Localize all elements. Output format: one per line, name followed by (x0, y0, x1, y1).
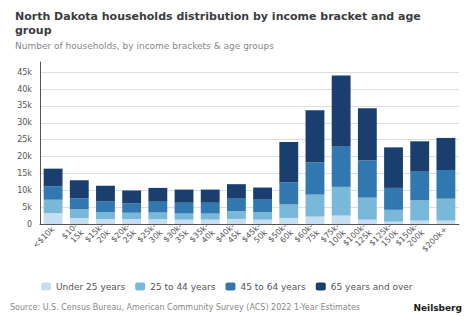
svg-text:30k: 30k (17, 118, 32, 127)
svg-text:45k: 45k (225, 228, 243, 245)
svg-text:$200k+: $200k+ (420, 225, 449, 254)
svg-text:$50k-: $50k- (266, 221, 289, 245)
svg-text:60k: 60k (278, 228, 296, 245)
svg-text:65 years and over: 65 years and over (331, 282, 413, 292)
svg-text:Number of households, by incom: Number of households, by income brackets… (15, 41, 274, 51)
svg-text:25k: 25k (17, 135, 32, 144)
svg-text:35k: 35k (173, 228, 191, 245)
svg-text:$45k-: $45k- (240, 221, 263, 245)
svg-text:20k: 20k (17, 152, 32, 161)
svg-text:Source: U.S. Census Bureau, Am: Source: U.S. Census Bureau, American Com… (10, 303, 360, 312)
svg-text:10k: 10k (17, 186, 32, 195)
svg-text:0: 0 (27, 220, 32, 229)
svg-text:North Dakota households distri: North Dakota households distribution by … (15, 10, 421, 23)
svg-text:Neilsberg: Neilsberg (413, 303, 462, 313)
svg-text:200k: 200k (405, 228, 427, 249)
svg-text:$60k-: $60k- (292, 221, 315, 245)
svg-text:$30k-: $30k- (161, 221, 184, 245)
svg-text:40k: 40k (199, 228, 217, 245)
svg-text:100k: 100k (327, 228, 348, 249)
svg-text:25k: 25k (121, 228, 138, 245)
svg-text:<$10k: <$10k (31, 225, 56, 250)
svg-text:20k: 20k (95, 228, 112, 245)
svg-text:$20k-: $20k- (109, 221, 132, 245)
svg-text:15k: 15k (17, 169, 32, 178)
svg-text:$125k-: $125k- (367, 221, 394, 248)
svg-text:125k: 125k (353, 228, 374, 249)
svg-text:$15k-: $15k- (83, 221, 106, 245)
svg-text:150k: 150k (379, 228, 400, 249)
svg-text:$75k-: $75k- (318, 221, 342, 245)
svg-text:75k: 75k (304, 228, 322, 245)
svg-text:45 to 64 years: 45 to 64 years (240, 282, 306, 292)
svg-text:$150k-: $150k- (393, 221, 420, 248)
svg-text:15k: 15k (68, 228, 86, 245)
svg-text:$25k-: $25k- (135, 221, 158, 245)
svg-text:5k: 5k (22, 203, 32, 212)
svg-text:50k: 50k (252, 228, 269, 245)
svg-text:45k: 45k (17, 68, 32, 77)
svg-text:30k: 30k (147, 228, 165, 245)
svg-text:$10-: $10- (60, 221, 80, 241)
svg-text:group: group (15, 24, 52, 37)
svg-text:40k: 40k (17, 85, 32, 94)
svg-text:Under 25 years: Under 25 years (56, 282, 125, 292)
svg-text:25 to 44 years: 25 to 44 years (150, 282, 216, 292)
svg-text:$40k-: $40k- (214, 221, 237, 245)
svg-text:35k: 35k (17, 101, 32, 110)
svg-text:$35k-: $35k- (187, 221, 211, 245)
svg-text:$100k-: $100k- (341, 221, 368, 248)
